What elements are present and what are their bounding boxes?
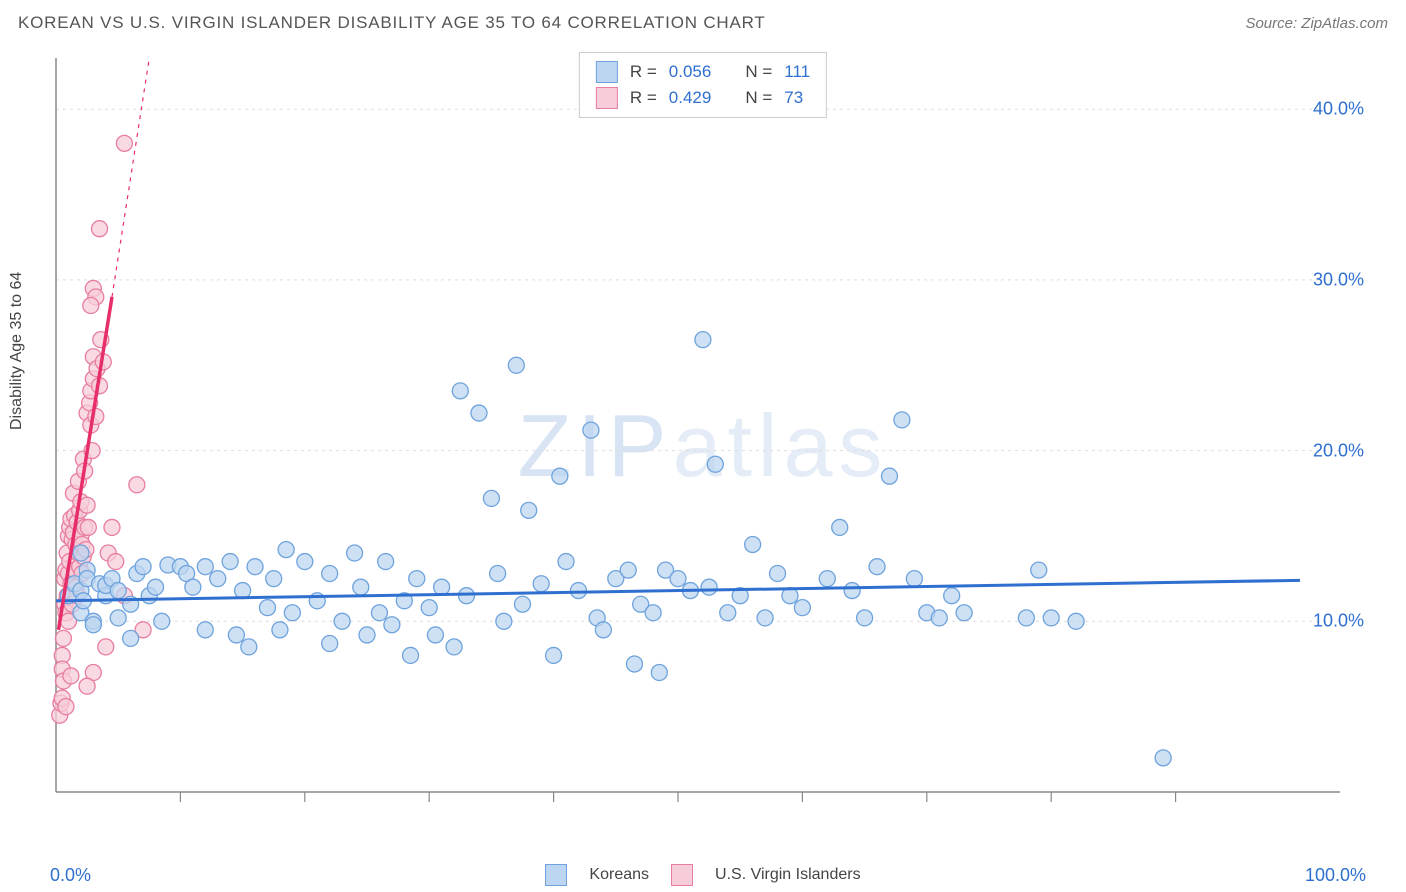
stats-r-b: 0.429 <box>669 88 712 108</box>
legend-label-a: Koreans <box>589 866 649 884</box>
stats-r-prefix2: R = <box>630 88 657 108</box>
chart-header: KOREAN VS U.S. VIRGIN ISLANDER DISABILIT… <box>0 0 1406 46</box>
stats-row-b: R = 0.429 N = 73 <box>596 85 810 111</box>
stats-n-prefix2: N = <box>745 88 772 108</box>
stats-legend-box: R = 0.056 N = 111 R = 0.429 N = 73 <box>579 52 827 118</box>
stats-row-a: R = 0.056 N = 111 <box>596 59 810 85</box>
stats-n-b: 73 <box>784 88 803 108</box>
y-axis-label: Disability Age 35 to 64 <box>8 272 26 430</box>
stats-r-prefix: R = <box>630 62 657 82</box>
chart-title: KOREAN VS U.S. VIRGIN ISLANDER DISABILIT… <box>18 13 766 33</box>
stats-n-prefix: N = <box>745 62 772 82</box>
stats-swatch-a <box>596 61 618 83</box>
stats-n-a: 111 <box>784 62 810 82</box>
source-attribution: Source: ZipAtlas.com <box>1245 15 1388 32</box>
stats-swatch-b <box>596 87 618 109</box>
legend-swatch-b <box>671 864 693 886</box>
y-tick-label: 20.0% <box>1313 440 1364 461</box>
y-tick-label: 10.0% <box>1313 611 1364 632</box>
legend-swatch-a <box>545 864 567 886</box>
legend-label-b: U.S. Virgin Islanders <box>715 866 861 884</box>
bottom-legend: Koreans U.S. Virgin Islanders <box>0 864 1406 886</box>
y-tick-label: 40.0% <box>1313 99 1364 120</box>
stats-r-a: 0.056 <box>669 62 712 82</box>
y-tick-label: 30.0% <box>1313 269 1364 290</box>
chart-svg <box>48 50 1348 820</box>
plot-area <box>48 50 1348 820</box>
